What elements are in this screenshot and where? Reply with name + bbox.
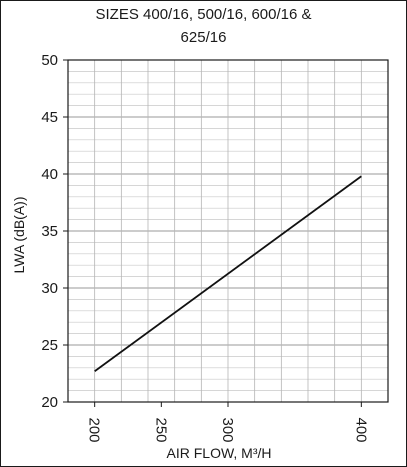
y-tick-label: 40 <box>41 166 58 183</box>
y-tick-label: 35 <box>41 223 58 240</box>
y-tick-label: 20 <box>41 394 58 411</box>
axis-ticks: 20 25 30 35 40 45 50 200 250 300 400 <box>41 52 369 443</box>
grid <box>68 60 388 402</box>
x-tick-label: 250 <box>152 417 169 442</box>
chart-title-line-2: 625/16 <box>180 29 227 46</box>
chart-title-line-1: SIZES 400/16, 500/16, 600/16 & <box>95 6 312 23</box>
x-tick-label: 400 <box>352 417 369 442</box>
x-tick-label: 300 <box>219 417 236 442</box>
series-line <box>94 175 362 372</box>
y-tick-label: 25 <box>41 337 58 354</box>
x-tick-label: 200 <box>86 417 103 442</box>
series-layer <box>94 175 362 372</box>
y-tick-label: 30 <box>41 280 58 297</box>
y-tick-label: 45 <box>41 109 58 126</box>
y-axis-label: LWA (dB(A)) <box>11 196 27 273</box>
x-axis-label: AIR FLOW, M³/H <box>167 445 272 461</box>
y-tick-label: 50 <box>41 52 58 69</box>
